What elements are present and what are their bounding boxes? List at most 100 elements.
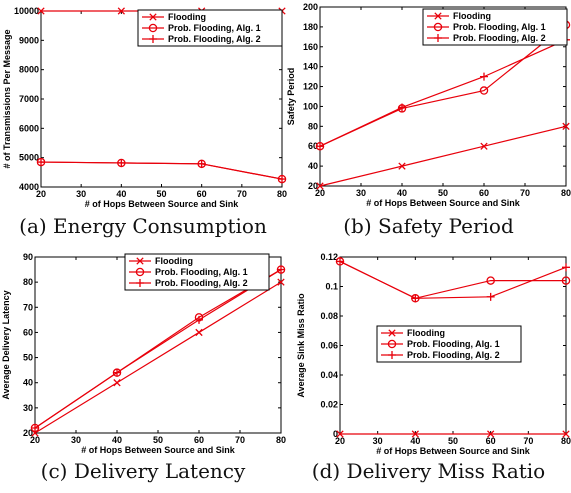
series-line <box>40 161 283 180</box>
y-tick-label: 80 <box>23 277 33 287</box>
caption-d: (d) Delivery Miss Ratio <box>311 459 546 483</box>
legend-marker <box>434 34 442 42</box>
y-tick-label: 60 <box>23 327 33 337</box>
series-line <box>339 260 567 299</box>
y-tick-label: 140 <box>303 62 318 72</box>
data-point <box>486 276 495 285</box>
x-tick-label: 80 <box>561 436 571 446</box>
y-tick-label: 20 <box>23 428 33 438</box>
series-flooding <box>336 430 570 438</box>
x-tick-label: 80 <box>561 188 571 198</box>
legend-label: Flooding <box>155 256 193 266</box>
y-tick-label: 0.02 <box>320 400 338 410</box>
series-line <box>339 260 566 299</box>
data-point <box>316 182 324 190</box>
series-line <box>34 269 282 429</box>
x-tick-label: 40 <box>116 189 126 199</box>
y-tick-label: 9000 <box>19 35 39 45</box>
x-tick-label: 20 <box>30 435 40 445</box>
series-line <box>40 161 283 180</box>
y-tick-label: 0.04 <box>320 370 338 380</box>
data-point <box>561 276 571 285</box>
y-tick-label: 120 <box>303 82 318 92</box>
y-tick-label: 10000 <box>14 6 39 16</box>
x-tick-label: 70 <box>237 189 247 199</box>
chart-svg: 20 30 40 50 60 70 80 4000 5000 6000 7000 8000 9000 10… <box>2 6 287 209</box>
data-point <box>562 122 570 130</box>
x-tick-label: 80 <box>277 189 287 199</box>
x-tick-label: 20 <box>335 436 345 446</box>
data-point <box>479 86 489 95</box>
data-point <box>487 430 495 438</box>
y-tick-label: 20 <box>308 181 318 191</box>
data-point <box>316 142 324 151</box>
y-tick-label: 100 <box>303 101 318 111</box>
legend-label: Prob. Flooding, Alg. 1 <box>453 22 546 32</box>
x-tick-label: 40 <box>410 436 420 446</box>
legend-marker <box>387 339 397 349</box>
caption-b: (b) Safety Period <box>343 214 514 238</box>
data-point <box>562 430 570 438</box>
y-tick-label: 50 <box>23 353 33 363</box>
data-point <box>113 368 121 377</box>
y-tick-label: 160 <box>303 42 318 52</box>
x-tick-label: 70 <box>235 435 245 445</box>
data-point <box>117 7 125 15</box>
data-point <box>37 7 45 15</box>
y-tick-label: 4000 <box>19 182 39 192</box>
series-line <box>34 269 282 429</box>
data-point <box>411 294 420 303</box>
x-tick-label: 80 <box>276 435 286 445</box>
data-point <box>195 328 203 337</box>
legend-marker <box>434 12 442 20</box>
x-tick-label: 50 <box>438 188 448 198</box>
y-tick-label: 0.08 <box>320 311 338 321</box>
series-prob-flooding-alg-2 <box>37 158 286 184</box>
y-tick-label: 0.1 <box>325 282 338 292</box>
y-tick-label: 200 <box>303 2 318 12</box>
y-tick-label: 0.12 <box>320 252 338 262</box>
x-tick-label: 60 <box>194 435 204 445</box>
x-axis-label: # of Hops Between Source and Sink <box>81 445 236 455</box>
y-tick-label: 30 <box>23 403 33 413</box>
series-flooding <box>31 278 285 437</box>
legend-label: Prob. Flooding, Alg. 1 <box>155 267 248 277</box>
legend-label: Prob. Flooding, Alg. 1 <box>168 23 261 33</box>
x-tick-label: 60 <box>479 188 489 198</box>
x-tick-label: 50 <box>448 436 458 446</box>
legend-marker <box>149 35 157 43</box>
x-tick-label: 70 <box>523 436 533 446</box>
legend-marker <box>388 329 396 337</box>
chart-svg: 20 30 40 50 60 70 80 20 40 60 80 100 120 140 160 180 200… <box>286 2 571 208</box>
chart-svg: 20 30 40 50 60 70 80 20 30 40 50 60 70 80 90 # of Hops … <box>1 252 286 455</box>
series-prob-flooding-alg-2 <box>31 265 285 432</box>
y-tick-label: 180 <box>303 22 318 32</box>
data-point <box>278 175 286 184</box>
y-tick-label: 90 <box>23 252 33 262</box>
x-tick-label: 30 <box>71 435 81 445</box>
y-tick-label: 60 <box>308 141 318 151</box>
x-tick-label: 50 <box>156 189 166 199</box>
series-line <box>319 39 567 147</box>
series-prob-flooding-alg-2 <box>336 257 570 303</box>
data-point <box>277 265 285 274</box>
x-tick-label: 60 <box>486 436 496 446</box>
y-tick-label: 0.06 <box>320 341 338 351</box>
x-axis-label: # of Hops Between Source and Sink <box>85 199 240 209</box>
caption-a: (a) Energy Consumption <box>19 214 267 238</box>
y-tick-label: 6000 <box>19 123 39 133</box>
y-axis-label: Average Sink Miss Ratio <box>296 293 306 398</box>
y-tick-label: 40 <box>23 378 33 388</box>
data-point <box>195 315 203 324</box>
legend-label: Prob. Flooding, Alg. 2 <box>407 350 500 360</box>
legend-marker <box>136 257 144 265</box>
data-point <box>336 430 344 438</box>
chart-delivery-latency: 20 30 40 50 60 70 80 20 30 40 50 60 70 80 90 # of Hops … <box>0 245 286 459</box>
chart-delivery-miss-ratio: 20 30 40 50 60 70 80 0 0.02 0.04 0.06 0.08 0.1 0.12 # … <box>285 245 571 459</box>
x-tick-label: 30 <box>373 436 383 446</box>
y-axis-label: Average Delivery Latency <box>1 290 11 399</box>
chart-safety-period: 20 30 40 50 60 70 80 20 40 60 80 100 120 140 160 180 200… <box>285 0 571 214</box>
data-point <box>37 158 45 167</box>
x-tick-label: 20 <box>315 188 325 198</box>
